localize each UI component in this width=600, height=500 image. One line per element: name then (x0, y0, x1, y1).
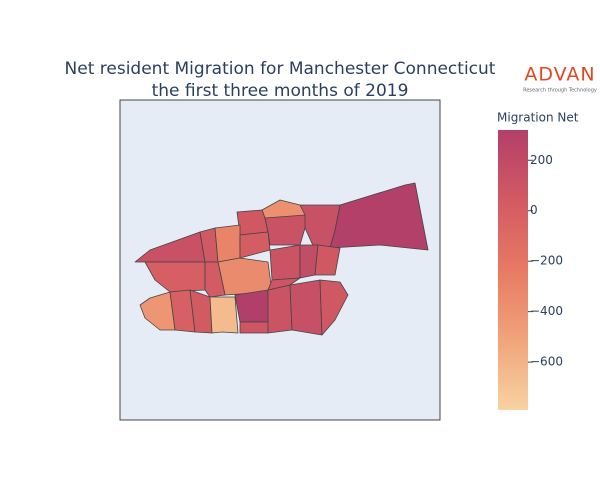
region (319, 279, 349, 336)
colorbar (498, 130, 528, 410)
region (236, 209, 269, 236)
region (234, 289, 271, 323)
region (269, 244, 301, 281)
region (217, 257, 273, 296)
region (267, 284, 293, 334)
region (214, 224, 241, 263)
colorbar-tick-label: −200 (530, 254, 563, 268)
chart-title: Net resident Migration for Manchester Co… (65, 59, 496, 79)
region (267, 277, 301, 291)
region (209, 296, 239, 334)
region (264, 214, 306, 246)
logo: ADVAN (524, 64, 595, 86)
regions (134, 182, 429, 336)
colorbar-tick-label: 200 (530, 153, 553, 167)
chart-subtitle: the first three months of 2019 (152, 81, 409, 101)
region (314, 244, 341, 276)
colorbar-tick-label: 0 (530, 203, 538, 217)
colorbar-tick-label: −400 (530, 304, 563, 318)
region (204, 261, 226, 298)
logo-tagline: Research through Technology (523, 88, 597, 94)
region (289, 279, 323, 336)
colorbar-tick-label: −600 (530, 355, 563, 369)
colorbar-title: Migration Net (497, 111, 579, 125)
region (239, 321, 271, 334)
